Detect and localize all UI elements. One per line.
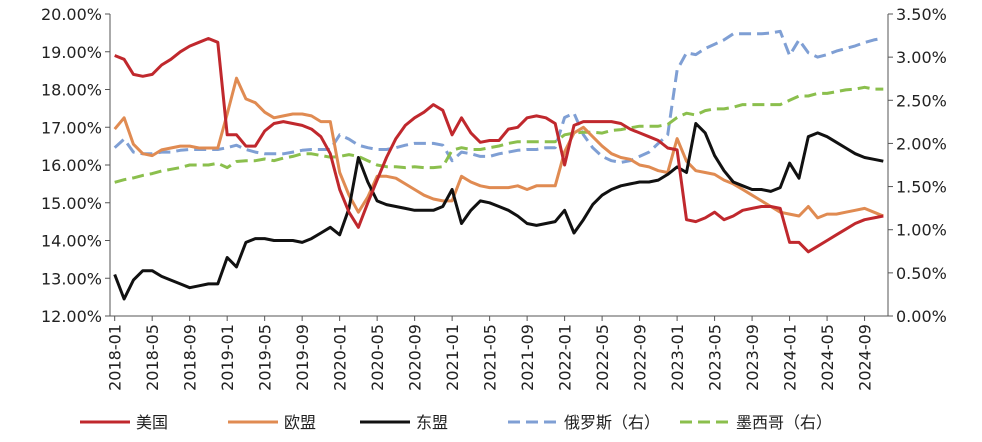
series-line-0 — [114, 37, 884, 254]
x-tick-label: 2021-05 — [481, 324, 500, 391]
x-tick-label: 2018-01 — [106, 324, 125, 391]
legend-label-3: 俄罗斯（右） — [564, 413, 660, 432]
x-tick-label: 2021-09 — [518, 324, 537, 391]
right-tick-label: 0.50% — [896, 264, 947, 283]
series-layer — [113, 29, 884, 301]
left-tick-label: 12.00% — [41, 307, 102, 326]
axes-layer: 12.00% 13.00% 14.00% 15.00% 16.00% 17.00% 18.0… — [41, 5, 947, 391]
right-tick-label: 3.50% — [896, 5, 947, 24]
legend: 美国 欧盟 东盟 俄罗斯（右） 墨西哥（右） — [80, 413, 832, 432]
x-tick-label: 2022-01 — [556, 324, 575, 391]
x-tick-label: 2021-01 — [443, 324, 462, 391]
left-tick-label: 20.00% — [41, 5, 102, 24]
left-tick-label: 13.00% — [41, 269, 102, 288]
left-tick-label: 19.00% — [41, 43, 102, 62]
x-tick-label: 2022-05 — [593, 324, 612, 391]
x-tick-label: 2024-01 — [781, 324, 800, 391]
x-tick-label: 2019-09 — [293, 324, 312, 391]
legend-label-0: 美国 — [136, 413, 168, 432]
x-tick-label: 2023-05 — [706, 324, 725, 391]
x-tick-label: 2019-05 — [256, 324, 275, 391]
x-tick-label: 2024-09 — [856, 324, 875, 391]
x-tick-label: 2020-01 — [331, 324, 350, 391]
x-tick-label: 2023-01 — [668, 324, 687, 391]
x-tick-label: 2018-05 — [143, 324, 162, 391]
legend-label-1: 欧盟 — [284, 413, 316, 432]
x-tick-label: 2020-05 — [368, 324, 387, 391]
right-tick-label: 1.50% — [896, 178, 947, 197]
x-tick-label: 2018-09 — [181, 324, 200, 391]
series-line-2 — [113, 122, 884, 301]
x-tick-label: 2020-09 — [406, 324, 425, 391]
left-tick-label: 16.00% — [41, 156, 102, 175]
right-tick-label: 1.00% — [896, 221, 947, 240]
right-tick-label: 3.00% — [896, 48, 947, 67]
series-line-1 — [113, 76, 884, 220]
left-tick-label: 14.00% — [41, 232, 102, 251]
left-tick-label: 15.00% — [41, 194, 102, 213]
legend-label-4: 墨西哥（右） — [736, 413, 832, 432]
left-tick-label: 17.00% — [41, 118, 102, 137]
legend-label-2: 东盟 — [416, 413, 448, 432]
left-tick-label: 18.00% — [41, 81, 102, 100]
right-tick-label: 2.00% — [896, 134, 947, 153]
series-line-3 — [113, 29, 884, 164]
x-tick-label: 2024-05 — [818, 324, 837, 391]
right-tick-label: 0.00% — [896, 307, 947, 326]
series-line-4 — [114, 85, 884, 184]
x-tick-label: 2019-01 — [218, 324, 237, 391]
x-tick-label: 2023-09 — [743, 324, 762, 391]
right-tick-label: 2.50% — [896, 91, 947, 110]
x-tick-label: 2022-09 — [631, 324, 650, 391]
